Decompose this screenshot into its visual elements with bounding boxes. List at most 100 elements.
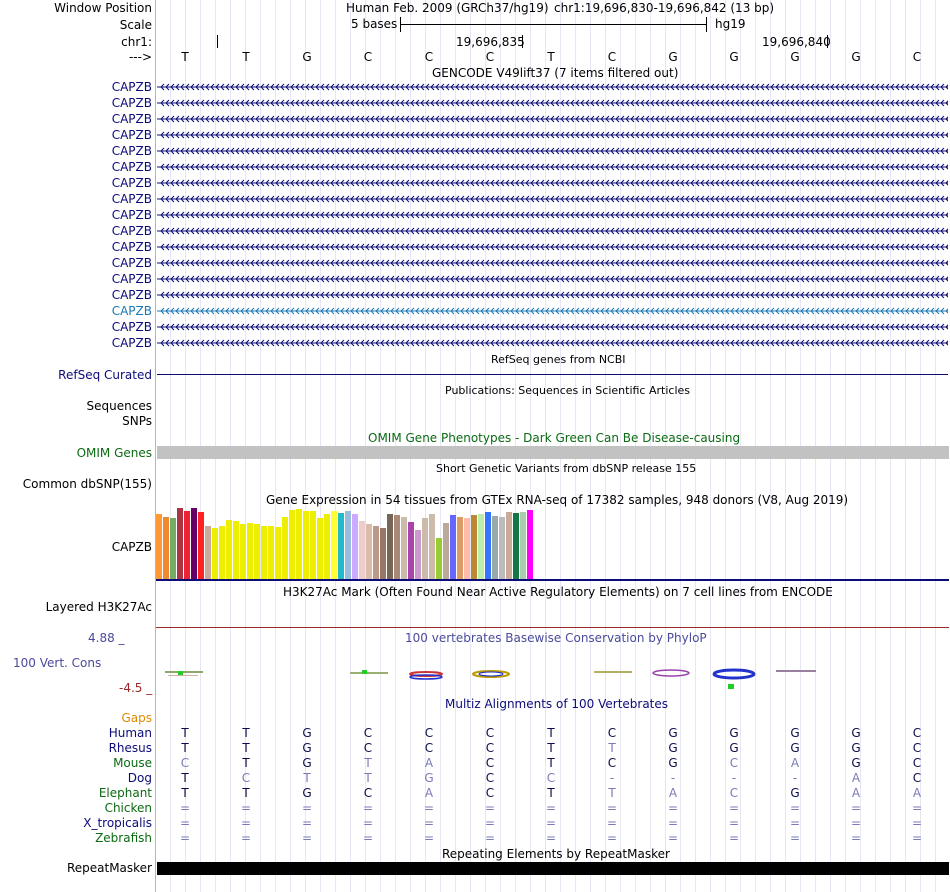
multiz-species-label[interactable]: Mouse: [113, 756, 152, 770]
gtex-tissue-bar[interactable]: [247, 523, 253, 579]
gencode-transcript-line[interactable]: [157, 113, 948, 125]
dbsnp-title[interactable]: Short Genetic Variants from dbSNP releas…: [436, 462, 697, 475]
gencode-transcript-line[interactable]: [157, 177, 948, 189]
gtex-tissue-bar[interactable]: [233, 521, 239, 579]
gtex-tissue-bar[interactable]: [436, 538, 442, 579]
gtex-tissue-bar[interactable]: [373, 526, 379, 579]
gtex-tissue-bar[interactable]: [289, 510, 295, 579]
gencode-transcript-line[interactable]: [157, 97, 948, 109]
gtex-tissue-bar[interactable]: [506, 512, 512, 579]
gencode-transcript-line[interactable]: [157, 193, 948, 205]
multiz-species-label[interactable]: Human: [108, 726, 152, 740]
gencode-transcript-label[interactable]: CAPZB: [111, 192, 152, 206]
gtex-tissue-bar[interactable]: [170, 518, 176, 579]
gtex-tissue-bar[interactable]: [471, 515, 477, 579]
gtex-tissue-bar[interactable]: [415, 530, 421, 579]
omim-gene-bar[interactable]: [157, 446, 949, 459]
cons-label[interactable]: 100 Vert. Cons: [13, 656, 102, 670]
refseq-title[interactable]: RefSeq genes from NCBI: [491, 353, 626, 366]
repeatmasker-bar[interactable]: [157, 862, 949, 875]
gencode-transcript-label[interactable]: CAPZB: [111, 240, 152, 254]
gtex-tissue-bar[interactable]: [268, 526, 274, 579]
omim-label[interactable]: OMIM Genes: [76, 446, 152, 460]
gencode-transcript-label[interactable]: CAPZB: [111, 336, 152, 350]
gtex-tissue-bar[interactable]: [387, 514, 393, 579]
gtex-bar-chart[interactable]: [156, 508, 536, 579]
gtex-tissue-bar[interactable]: [492, 516, 498, 579]
gencode-transcript-label[interactable]: CAPZB: [111, 272, 152, 286]
gencode-transcript-label[interactable]: CAPZB: [111, 208, 152, 222]
gencode-transcript-label[interactable]: CAPZB: [111, 96, 152, 110]
gtex-tissue-bar[interactable]: [184, 511, 190, 579]
gtex-tissue-bar[interactable]: [310, 511, 316, 579]
gencode-transcript-label[interactable]: CAPZB: [111, 320, 152, 334]
multiz-species-label[interactable]: Rhesus: [108, 741, 152, 755]
omim-title[interactable]: OMIM Gene Phenotypes - Dark Green Can Be…: [368, 431, 741, 445]
gtex-tissue-bar[interactable]: [163, 517, 169, 579]
multiz-species-label[interactable]: X_tropicalis: [83, 816, 152, 830]
gtex-tissue-bar[interactable]: [359, 521, 365, 579]
gtex-tissue-bar[interactable]: [303, 511, 309, 579]
gencode-transcript-line[interactable]: [157, 161, 948, 173]
publications-label-snps[interactable]: SNPs: [122, 414, 152, 428]
gencode-transcript-line[interactable]: [157, 129, 948, 141]
gtex-tissue-bar[interactable]: [394, 515, 400, 579]
gtex-tissue-bar[interactable]: [520, 512, 526, 579]
gtex-label[interactable]: CAPZB: [111, 540, 152, 554]
repeatmasker-label[interactable]: RepeatMasker: [66, 861, 152, 875]
repeatmasker-title[interactable]: Repeating Elements by RepeatMasker: [442, 847, 670, 861]
multiz-title[interactable]: Multiz Alignments of 100 Vertebrates: [445, 697, 669, 711]
gtex-tissue-bar[interactable]: [457, 517, 463, 579]
gencode-transcript-line[interactable]: [157, 273, 948, 285]
gtex-tissue-bar[interactable]: [380, 528, 386, 579]
gtex-tissue-bar[interactable]: [331, 511, 337, 579]
cons-title[interactable]: 100 vertebrates Basewise Conservation by…: [405, 631, 707, 645]
gencode-transcript-line[interactable]: [157, 289, 948, 301]
gencode-transcript-line[interactable]: [157, 209, 948, 221]
gtex-tissue-bar[interactable]: [240, 524, 246, 579]
gtex-tissue-bar[interactable]: [338, 513, 344, 579]
gtex-tissue-bar[interactable]: [282, 517, 288, 579]
gtex-title[interactable]: Gene Expression in 54 tissues from GTEx …: [266, 493, 849, 507]
gencode-transcript-label[interactable]: CAPZB: [111, 144, 152, 158]
gtex-tissue-bar[interactable]: [345, 511, 351, 579]
gtex-tissue-bar[interactable]: [464, 518, 470, 579]
gencode-title[interactable]: GENCODE V49lift37 (7 items filtered out): [432, 66, 679, 80]
gencode-transcript-label[interactable]: CAPZB: [111, 176, 152, 190]
publications-label-sequences[interactable]: Sequences: [86, 399, 152, 413]
gencode-transcript-line[interactable]: [157, 241, 948, 253]
gencode-transcript-line[interactable]: [157, 305, 948, 317]
gencode-transcript-label[interactable]: CAPZB: [111, 256, 152, 270]
gtex-tissue-bar[interactable]: [275, 527, 281, 579]
gtex-tissue-bar[interactable]: [212, 528, 218, 579]
gtex-tissue-bar[interactable]: [443, 523, 449, 579]
gencode-transcript-line[interactable]: [157, 225, 948, 237]
multiz-species-label[interactable]: Chicken: [104, 801, 152, 815]
gtex-tissue-bar[interactable]: [198, 512, 204, 579]
gtex-tissue-bar[interactable]: [401, 517, 407, 579]
dbsnp-label[interactable]: Common dbSNP(155): [22, 477, 152, 491]
gtex-tissue-bar[interactable]: [226, 520, 232, 579]
gencode-transcript-label[interactable]: CAPZB: [111, 160, 152, 174]
gtex-tissue-bar[interactable]: [352, 514, 358, 579]
gencode-transcript-label[interactable]: CAPZB: [111, 288, 152, 302]
gtex-tissue-bar[interactable]: [485, 512, 491, 579]
gtex-tissue-bar[interactable]: [513, 513, 519, 579]
gtex-tissue-bar[interactable]: [429, 514, 435, 579]
multiz-species-label[interactable]: Dog: [127, 771, 152, 785]
gtex-tissue-bar[interactable]: [261, 526, 267, 579]
gencode-transcript-label[interactable]: CAPZB: [111, 128, 152, 142]
h3k27ac-label[interactable]: Layered H3K27Ac: [45, 600, 152, 614]
gtex-tissue-bar[interactable]: [296, 509, 302, 579]
gencode-transcript-line[interactable]: [157, 81, 948, 93]
gencode-transcript-line[interactable]: [157, 257, 948, 269]
gtex-tissue-bar[interactable]: [317, 518, 323, 579]
gencode-transcript-label[interactable]: CAPZB: [111, 112, 152, 126]
gtex-tissue-bar[interactable]: [219, 526, 225, 579]
conservation-logo[interactable]: [156, 660, 949, 692]
gencode-transcript-line[interactable]: [157, 321, 948, 333]
gtex-tissue-bar[interactable]: [156, 514, 162, 579]
gencode-transcript-line[interactable]: [157, 337, 948, 349]
gencode-transcript-label[interactable]: CAPZB: [111, 304, 152, 318]
gencode-transcript-line[interactable]: [157, 145, 948, 157]
